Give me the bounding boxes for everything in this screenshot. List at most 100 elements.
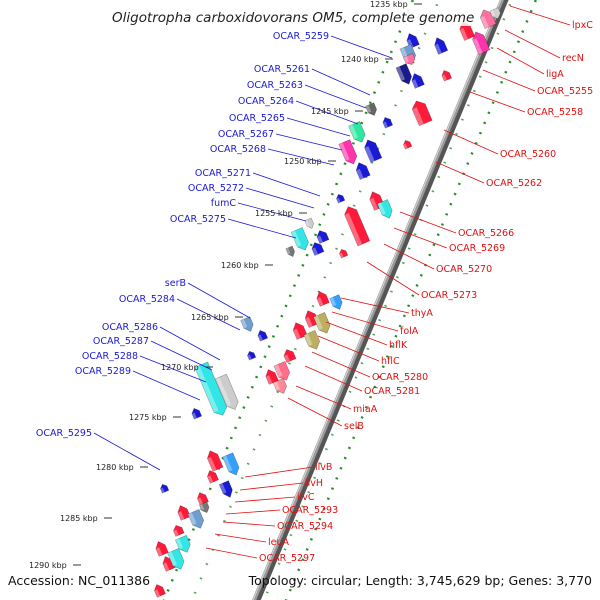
- reverse-label-connector: [286, 117, 351, 137]
- forward-label-connector: [383, 243, 435, 270]
- gene-feature-forward-shine: [197, 497, 204, 506]
- gene-feature-forward-shine: [305, 316, 313, 328]
- reverse-gene-label: OCAR_5261: [254, 64, 310, 75]
- forward-label-connector: [205, 547, 258, 559]
- gene-feature-forward-body: [197, 492, 209, 506]
- forward-label-connector: [435, 161, 485, 184]
- gene-feature-forward-body: [377, 199, 393, 219]
- forward-label-connector: [504, 29, 561, 59]
- forward-gene-label: leuA: [268, 537, 290, 548]
- forward-label-connector: [496, 47, 545, 75]
- gene-feature-forward-body: [303, 329, 321, 350]
- reverse-label-connector: [252, 172, 321, 197]
- gene-feature-reverse-shine: [160, 487, 165, 494]
- gene-feature-forward-shine: [283, 354, 290, 363]
- reverse-gene-label: OCAR_5287: [93, 336, 149, 347]
- forward-gene-label: OCAR_5258: [527, 107, 583, 118]
- gene-feature-forward-body: [283, 349, 297, 363]
- gene-feature-reverse-body: [365, 102, 377, 116]
- gene-feature-reverse-body: [290, 227, 309, 251]
- forward-gene-label: OCAR_5270: [436, 264, 492, 275]
- gene-feature-reverse-shine: [285, 247, 291, 255]
- gene-feature-forward-shine: [173, 529, 179, 537]
- gene-feature-reverse-shine: [316, 235, 323, 244]
- gene-feature-reverse-body: [191, 408, 203, 420]
- forward-gene-label: ligA: [546, 69, 564, 80]
- forward-gene-label: recN: [562, 53, 584, 64]
- track-dotted-line: [190, 0, 441, 600]
- gene-feature-forward: [265, 369, 279, 385]
- gene-feature-reverse: [411, 73, 425, 89]
- gene-feature-reverse: [194, 361, 228, 416]
- gene-feature-reverse-shine: [240, 319, 248, 329]
- gene-feature-forward-body: [198, 501, 210, 513]
- gene-feature-forward-shine: [412, 107, 424, 126]
- tick-label: 1270 kbp: [161, 363, 199, 372]
- gene-feature-forward-body: [273, 360, 291, 381]
- gene-feature-forward: [207, 470, 219, 484]
- gene-feature-reverse: [160, 483, 170, 494]
- forward-gene-label: OCAR_5273: [421, 290, 477, 301]
- gene-feature-forward: [403, 139, 413, 150]
- reverse-label-connector: [150, 340, 213, 371]
- forward-label-connector: [482, 69, 536, 92]
- forward-label-connector: [295, 385, 352, 410]
- gene-feature-reverse-body: [395, 63, 412, 85]
- forward-label-connector: [225, 509, 281, 515]
- gene-feature-reverse-shine: [364, 146, 375, 163]
- backbone-shadow: [255, 0, 509, 600]
- forward-gene-label: OCAR_5294: [277, 521, 333, 532]
- reverse-label-connector: [139, 355, 207, 383]
- gene-feature-forward: [329, 294, 343, 310]
- gene-feature-reverse: [403, 53, 416, 65]
- reverse-gene-label: OCAR_5295: [36, 428, 92, 439]
- map-title: Oligotropha carboxidovorans OM5, complet…: [110, 10, 477, 26]
- gene-feature-forward-shine: [303, 333, 313, 347]
- gene-feature-forward-shine: [222, 455, 233, 472]
- gene-feature-reverse: [338, 139, 358, 165]
- gene-feature-reverse-body: [257, 330, 269, 342]
- gene-feature-forward-body: [411, 100, 433, 127]
- gene-feature-reverse-shine: [365, 105, 372, 113]
- gene-feature-reverse-body: [285, 245, 295, 258]
- gene-feature-forward: [177, 505, 191, 521]
- gene-feature-forward-shine: [273, 381, 281, 391]
- gene-feature-forward-body: [207, 450, 224, 472]
- gene-feature-reverse: [215, 373, 239, 410]
- gene-feature-forward: [303, 329, 321, 350]
- forward-label-connector: [340, 297, 410, 314]
- gene-feature-reverse: [191, 408, 203, 420]
- gene-feature-forward: [155, 541, 169, 557]
- forward-gene-label: hflK: [389, 340, 408, 351]
- gene-feature-forward: [167, 548, 185, 570]
- forward-label-connector: [331, 311, 399, 332]
- reverse-label-connector: [187, 282, 251, 319]
- gene-feature-reverse: [240, 316, 254, 332]
- gene-feature-forward: [273, 360, 291, 381]
- gene-feature-forward-shine: [369, 197, 379, 211]
- reverse-label-connector: [176, 298, 241, 331]
- forward-gene-label: thyA: [411, 308, 433, 319]
- gene-feature-forward: [489, 7, 501, 19]
- gene-feature-reverse-shine: [191, 412, 197, 420]
- backbone-highlight: [252, 0, 502, 600]
- forward-label-connector: [469, 91, 526, 113]
- gene-feature-reverse-shine: [356, 168, 364, 180]
- forward-gene-label: OCAR_5281: [364, 386, 420, 397]
- gene-feature-reverse-body: [336, 193, 346, 204]
- reverse-gene-label: OCAR_5267: [218, 129, 274, 140]
- gene-feature-forward-body: [441, 70, 453, 82]
- tick-label: 1265 kbp: [191, 313, 229, 322]
- gene-feature-forward: [472, 31, 491, 55]
- gene-feature-forward: [339, 248, 349, 259]
- gene-feature-forward: [197, 492, 209, 506]
- forward-gene-label: OCAR_5269: [449, 243, 505, 254]
- gene-feature-forward-body: [154, 584, 166, 598]
- gene-feature-forward: [316, 291, 330, 307]
- reverse-label-connector: [267, 148, 335, 166]
- forward-label-connector: [317, 335, 380, 362]
- gene-feature-forward-shine: [293, 328, 301, 340]
- gene-feature-forward-shine: [219, 483, 227, 494]
- tracks-layer: [162, 0, 538, 600]
